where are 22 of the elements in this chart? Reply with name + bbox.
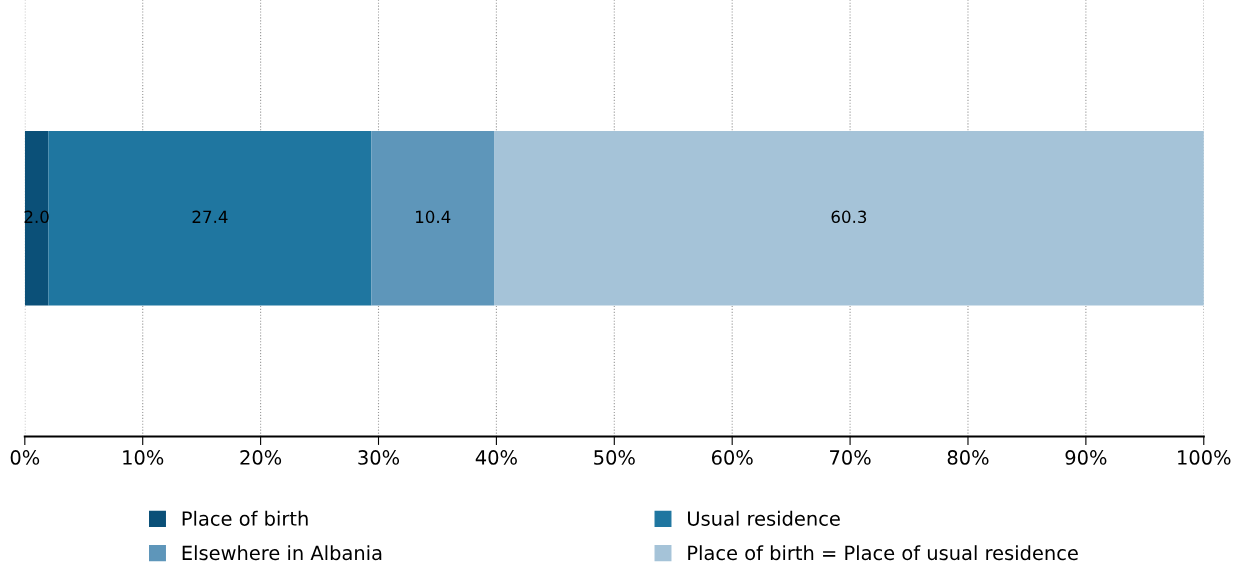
data-label: 60.3 bbox=[831, 210, 867, 224]
x-tick-label: 60% bbox=[711, 450, 753, 465]
legend-label: Place of birth bbox=[182, 510, 308, 526]
bar bbox=[24, 130, 49, 306]
x-tick-label: 10% bbox=[123, 450, 164, 465]
bar bbox=[48, 130, 372, 306]
bar bbox=[494, 130, 1204, 306]
x-tick-label: 40% bbox=[475, 450, 517, 465]
x-tick-label: 20% bbox=[240, 450, 282, 465]
legend-label: Place of birth = Place of usual residence bbox=[688, 545, 1078, 561]
x-tick-label: 90% bbox=[1065, 450, 1107, 465]
x-tick-label: 100% bbox=[1178, 450, 1231, 465]
x-tick-label: 0% bbox=[10, 450, 40, 465]
x-tick-label: 70% bbox=[830, 450, 871, 465]
legend-label: Elsewhere in Albania bbox=[182, 545, 382, 561]
x-tick-label: 30% bbox=[358, 450, 400, 465]
bar bbox=[371, 130, 495, 306]
x-tick-label: 80% bbox=[947, 450, 989, 465]
legend-label: Usual residence bbox=[688, 510, 840, 526]
x-tick-label: 50% bbox=[594, 450, 635, 465]
data-label: 27.4 bbox=[192, 210, 228, 223]
data-label: 10.4 bbox=[416, 210, 451, 224]
